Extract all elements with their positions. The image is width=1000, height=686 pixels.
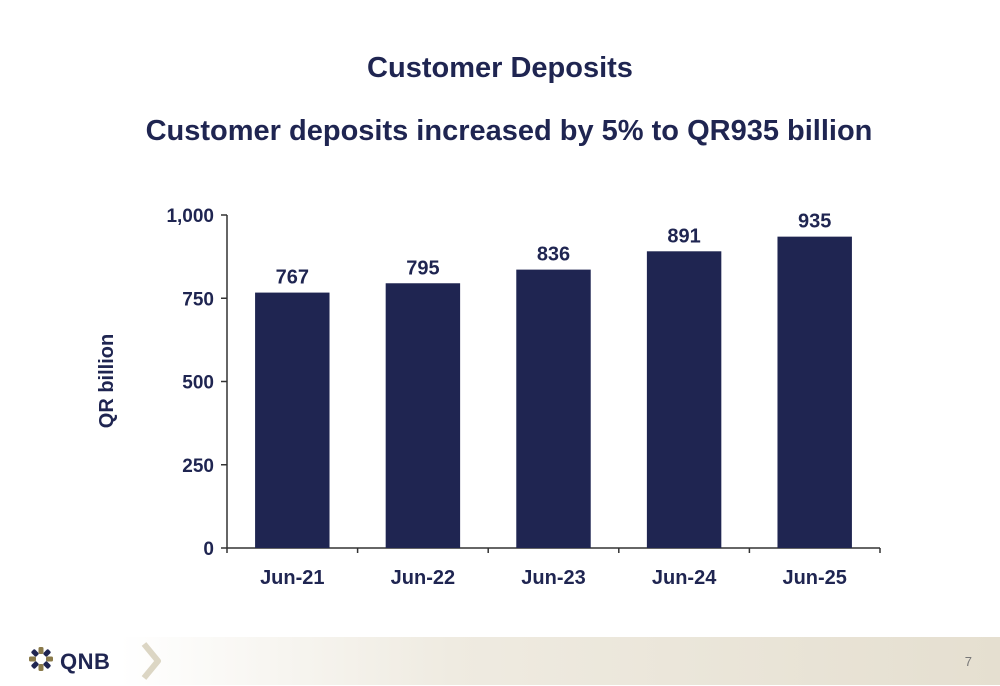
x-ticks: Jun-21 Jun-22 Jun-23 Jun-24 Jun-25 <box>226 548 881 589</box>
bars <box>255 236 852 548</box>
bar-jun-23 <box>516 269 591 548</box>
y-tick-label: 250 <box>182 456 214 477</box>
data-label: 767 <box>276 267 309 289</box>
page-number: 7 <box>964 654 972 669</box>
y-ticks: 0 250 500 750 1,000 <box>166 206 227 560</box>
page-subtitle: Customer deposits increased by 5% to QR9… <box>145 115 873 147</box>
bar-jun-24 <box>646 251 722 548</box>
y-axis-label-group: QR billion <box>96 334 118 428</box>
chevron-right-icon <box>140 641 162 686</box>
x-tick-label: Jun-22 <box>391 567 455 589</box>
page-title: Customer Deposits <box>367 52 633 84</box>
footer-bar: QNB 7 <box>0 637 1000 685</box>
bar-jun-21 <box>255 292 330 548</box>
y-tick-label: 1,000 <box>166 206 214 227</box>
qnb-logo[interactable]: QNB <box>28 646 110 677</box>
logo-text: QNB <box>60 648 111 674</box>
x-tick-label: Jun-21 <box>260 567 324 589</box>
y-tick-label: 0 <box>203 539 214 560</box>
data-label: 836 <box>537 244 570 266</box>
data-label: 795 <box>406 257 439 279</box>
bar-jun-25 <box>777 236 852 548</box>
qnb-star-icon <box>28 646 54 677</box>
bar-jun-22 <box>385 283 461 548</box>
y-tick-label: 500 <box>182 373 214 394</box>
y-tick-label: 750 <box>182 289 214 310</box>
x-tick-label: Jun-23 <box>521 567 585 589</box>
data-labels: 767 795 836 891 935 <box>276 211 832 289</box>
x-tick-label: Jun-24 <box>652 567 717 589</box>
data-label: 935 <box>798 211 831 233</box>
data-label: 891 <box>667 225 700 247</box>
x-tick-label: Jun-25 <box>782 567 846 589</box>
y-axis-label: QR billion <box>96 334 118 428</box>
